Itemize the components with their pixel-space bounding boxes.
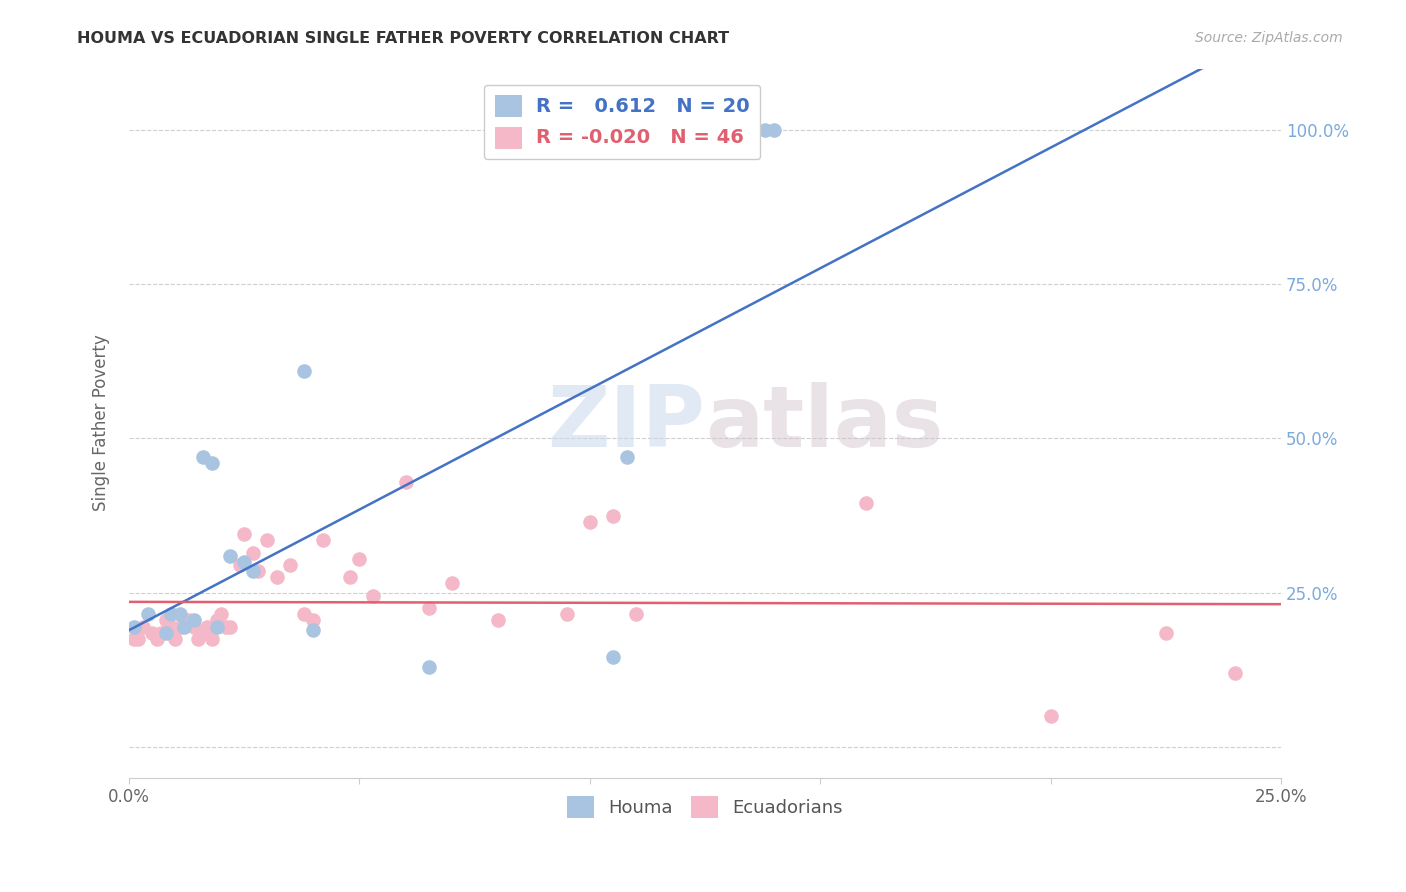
Text: ZIP: ZIP	[547, 382, 704, 465]
Point	[555, 607, 578, 622]
Point	[136, 607, 159, 622]
Point	[191, 450, 214, 464]
Point	[602, 508, 624, 523]
Point	[132, 619, 155, 633]
Point	[159, 607, 181, 622]
Point	[624, 607, 647, 622]
Point	[486, 613, 509, 627]
Point	[187, 632, 209, 646]
Point	[266, 570, 288, 584]
Point	[339, 570, 361, 584]
Point	[228, 558, 250, 572]
Point	[159, 619, 181, 633]
Point	[302, 623, 325, 637]
Point	[233, 555, 256, 569]
Point	[256, 533, 278, 548]
Point	[122, 632, 145, 646]
Point	[183, 613, 205, 627]
Text: HOUMA VS ECUADORIAN SINGLE FATHER POVERTY CORRELATION CHART: HOUMA VS ECUADORIAN SINGLE FATHER POVERT…	[77, 31, 730, 46]
Point	[247, 564, 270, 578]
Point	[201, 632, 224, 646]
Point	[141, 625, 163, 640]
Point	[242, 564, 264, 578]
Point	[394, 475, 416, 489]
Point	[292, 364, 315, 378]
Point	[209, 607, 232, 622]
Point	[763, 123, 786, 137]
Point	[1154, 625, 1177, 640]
Point	[155, 613, 177, 627]
Point	[127, 632, 149, 646]
Text: atlas: atlas	[704, 382, 943, 465]
Point	[205, 613, 228, 627]
Point	[201, 456, 224, 470]
Point	[177, 613, 200, 627]
Point	[145, 632, 167, 646]
Point	[292, 607, 315, 622]
Point	[219, 549, 242, 563]
Text: Source: ZipAtlas.com: Source: ZipAtlas.com	[1195, 31, 1343, 45]
Y-axis label: Single Father Poverty: Single Father Poverty	[93, 334, 110, 511]
Point	[242, 545, 264, 559]
Point	[754, 123, 776, 137]
Point	[183, 619, 205, 633]
Point	[155, 625, 177, 640]
Point	[440, 576, 463, 591]
Point	[361, 589, 384, 603]
Point	[205, 619, 228, 633]
Point	[191, 625, 214, 640]
Point	[150, 625, 173, 640]
Point	[122, 619, 145, 633]
Point	[579, 515, 602, 529]
Point	[418, 659, 440, 673]
Point	[165, 632, 187, 646]
Point	[215, 619, 238, 633]
Point	[602, 650, 624, 665]
Point	[197, 619, 219, 633]
Point	[855, 496, 877, 510]
Point	[1223, 665, 1246, 680]
Point	[349, 551, 371, 566]
Point	[233, 527, 256, 541]
Point	[1039, 709, 1062, 723]
Point	[169, 607, 191, 622]
Legend: Houma, Ecuadorians: Houma, Ecuadorians	[560, 789, 851, 825]
Point	[302, 613, 325, 627]
Point	[280, 558, 302, 572]
Point	[173, 613, 195, 627]
Point	[219, 619, 242, 633]
Point	[311, 533, 333, 548]
Point	[418, 601, 440, 615]
Point	[173, 619, 195, 633]
Point	[169, 619, 191, 633]
Point	[616, 450, 638, 464]
